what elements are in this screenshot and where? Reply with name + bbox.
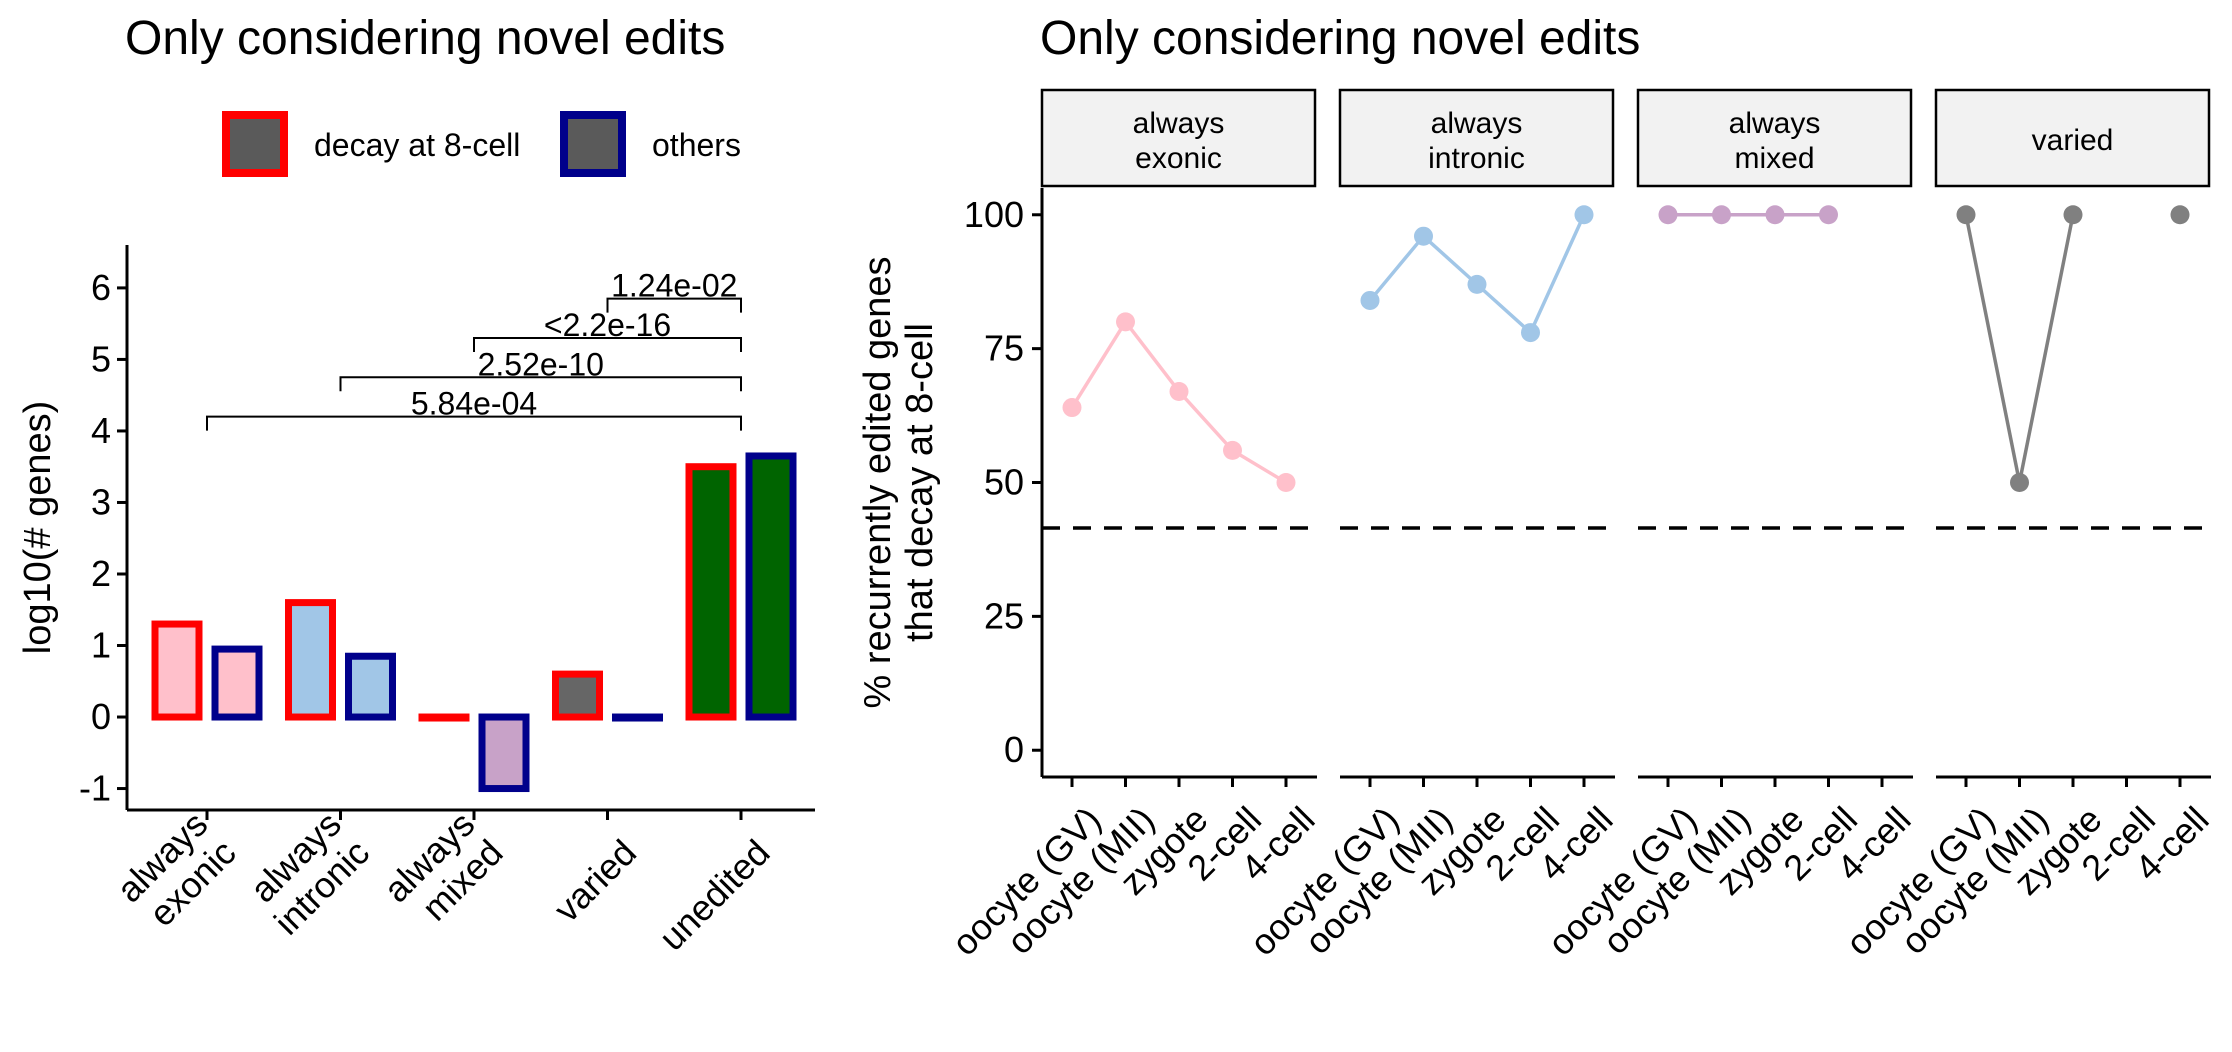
- bar-1-0: [211, 645, 263, 721]
- comparison-pvalue-3: 1.24e-02: [611, 268, 737, 304]
- bar-0-4: [685, 463, 737, 721]
- data-point-1-0: [1360, 290, 1380, 310]
- left-chart-title: Only considering novel edits: [125, 12, 725, 65]
- facet-strip-3: [1934, 88, 2211, 188]
- series-line-3: [1964, 214, 2022, 483]
- data-point-3-4: [2170, 205, 2190, 225]
- data-point-3-0: [1956, 205, 1976, 225]
- series-line-1: [1368, 235, 1425, 302]
- data-point-1-3: [1521, 323, 1540, 343]
- legend: decay at 8-cell others: [222, 111, 741, 177]
- y-tick-label: 5: [91, 338, 111, 379]
- comparison-bracket-2: [473, 336, 742, 352]
- data-point-0-3: [1223, 440, 1242, 460]
- comparison-pvalue-1: 2.52e-10: [478, 346, 604, 382]
- series-line-1: [1422, 234, 1479, 286]
- data-point-0-4: [1276, 473, 1296, 492]
- bar-0-3: [552, 670, 603, 721]
- legend-label-1: others: [652, 127, 741, 163]
- data-point-0-0: [1062, 398, 1082, 418]
- data-point-0-1: [1116, 312, 1135, 332]
- y-tick-label: 3: [91, 481, 111, 522]
- bar-plot-area: -10123456alwaysexonicalwaysintronicalway…: [17, 245, 815, 958]
- series-line-0: [1177, 390, 1234, 452]
- series-line-1: [1528, 214, 1586, 334]
- left-bar-chart: Only considering novel edits decay at 8-…: [17, 12, 815, 958]
- y-tick-label: 1: [91, 625, 111, 666]
- y-tick-label: 2: [91, 553, 111, 594]
- y-tick-label: 50: [984, 462, 1024, 503]
- data-point-1-1: [1414, 226, 1433, 246]
- bar-0-1: [285, 599, 336, 721]
- facet-strip-label-3: varied: [2032, 124, 2114, 157]
- facet-strip-label-2: always mixed: [1729, 107, 1821, 175]
- comparison-pvalue-2: <2.2e-16: [544, 307, 671, 343]
- y-tick-label: 0: [91, 696, 111, 737]
- y-tick-label: -1: [79, 768, 111, 809]
- data-point-2-2: [1765, 205, 1785, 225]
- y-tick-label: 25: [984, 595, 1024, 636]
- facet-strip-label-1: always intronic: [1428, 107, 1525, 175]
- y-tick-label: 100: [964, 194, 1024, 235]
- series-line-1: [1475, 283, 1532, 334]
- comparison-bracket-0: [206, 415, 742, 431]
- legend-label-0: decay at 8-cell: [314, 127, 520, 163]
- facet-strip-2: [1636, 88, 1913, 188]
- series-line-0: [1070, 320, 1127, 409]
- data-point-3-2: [2063, 205, 2083, 225]
- facet-strip-label-0: always exonic: [1133, 107, 1225, 175]
- series-line-0: [1124, 320, 1181, 393]
- data-point-2-1: [1712, 205, 1731, 225]
- y-tick-label: 0: [1004, 729, 1024, 770]
- y-tick-label: 75: [984, 328, 1024, 369]
- bar-1-3: [612, 713, 663, 722]
- y-axis-title: log10(# genes): [17, 401, 59, 655]
- facet-strip-0: [1040, 88, 1317, 188]
- data-point-2-3: [1819, 205, 1838, 225]
- bar-1-1: [345, 652, 396, 721]
- bar-1-2: [478, 713, 530, 793]
- series-line-0: [1231, 448, 1287, 485]
- bar-0-2: [418, 713, 470, 722]
- legend-key-0: [222, 111, 288, 177]
- data-point-1-2: [1467, 274, 1487, 294]
- comparison-bracket-1: [339, 376, 742, 392]
- facet-strip-1: [1338, 88, 1615, 188]
- facet-plot-area: 0 25 50 75 100 % recurrently edited genesthat…: [857, 88, 2217, 963]
- y-tick-label: 4: [91, 410, 111, 451]
- series-line-3: [2017, 214, 2075, 483]
- comparison-bracket-3: [606, 297, 742, 313]
- bar-1-4: [745, 452, 797, 721]
- data-point-3-1: [2010, 473, 2029, 492]
- right-chart-title: Only considering novel edits: [1040, 12, 1640, 65]
- data-point-0-2: [1169, 381, 1189, 401]
- y-tick-label: 6: [91, 267, 111, 308]
- legend-key-1: [560, 111, 626, 177]
- comparison-pvalue-0: 5.84e-04: [411, 386, 537, 422]
- bar-0-0: [151, 620, 203, 721]
- data-point-2-0: [1658, 205, 1678, 225]
- data-point-1-4: [1574, 205, 1594, 225]
- y-axis-title: % recurrently edited genesthat decay at …: [857, 256, 941, 708]
